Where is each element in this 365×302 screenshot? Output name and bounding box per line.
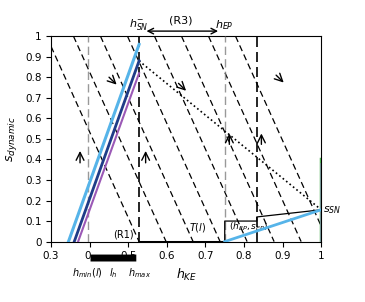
Text: $s_{SN}$: $s_{SN}$ — [323, 204, 342, 216]
Text: $h_{SN}^{-}$: $h_{SN}^{-}$ — [129, 17, 149, 32]
Text: $(h_{EP}, s_{EP})$: $(h_{EP}, s_{EP})$ — [228, 221, 268, 233]
X-axis label: $h_{KE}$: $h_{KE}$ — [176, 267, 197, 283]
Text: $h_{min}(l)$: $h_{min}(l)$ — [72, 266, 103, 280]
Text: $l_h$: $l_h$ — [108, 266, 117, 280]
Text: (R3): (R3) — [169, 16, 192, 26]
Text: $h_{max}$: $h_{max}$ — [127, 266, 151, 280]
Text: $T(l)$: $T(l)$ — [189, 221, 207, 234]
Y-axis label: $s_{dynamic}$: $s_{dynamic}$ — [4, 116, 19, 162]
Text: (R1): (R1) — [113, 230, 134, 239]
Text: $h_{EP}$: $h_{EP}$ — [215, 18, 234, 32]
